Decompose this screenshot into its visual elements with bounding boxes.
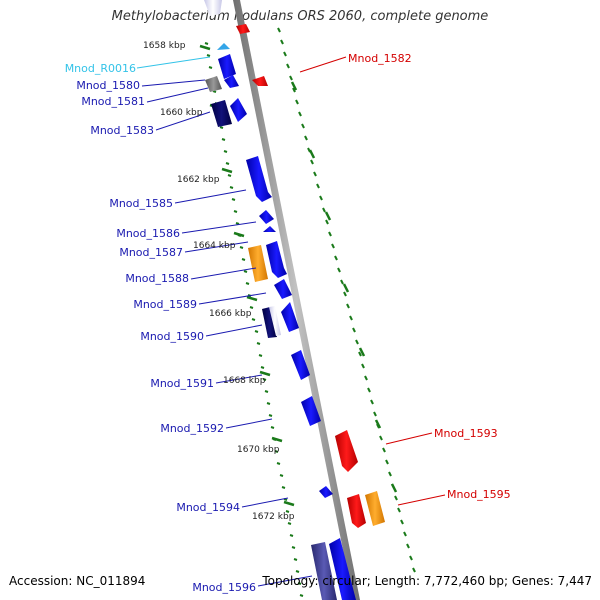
gene-arrow-1588 (266, 241, 287, 278)
gene-arrow-1596a (311, 542, 337, 600)
gene-arrow-1587 (248, 245, 268, 282)
outer-tick-track (277, 27, 416, 573)
gene-label-1588: Mnod_1588 (125, 272, 189, 285)
gene-label-1585: Mnod_1585 (109, 197, 173, 210)
gene-label-1587: Mnod_1587 (119, 246, 183, 259)
gene-arrow-1590a (262, 307, 277, 338)
gene-label-1582: Mnod_1582 (348, 52, 412, 65)
gene-arrow-1583a (211, 100, 232, 127)
gene-label-1595: Mnod_1595 (447, 488, 511, 501)
kbp-label-1658: 1658 kbp (143, 41, 186, 51)
accession-label: Accession: NC_011894 (9, 574, 146, 588)
leader-lines (136, 56, 446, 587)
reverse-gene-labels: Mnod_1582 Mnod_1593 Mnod_1595 (348, 52, 511, 501)
gene-arrow-top-red (236, 24, 250, 34)
gene-arrow-1591 (291, 350, 310, 380)
forward-gene-labels: Mnod_R0016 Mnod_1580 Mnod_1581 Mnod_1583… (65, 62, 256, 594)
gene-label-1593: Mnod_1593 (434, 427, 498, 440)
topology-label: Topology: circular; Length: 7,772,460 bp… (262, 574, 592, 588)
gene-arrow-1590b (269, 306, 281, 336)
gene-arrow-1580b (224, 75, 239, 88)
gene-arrow-1592 (301, 396, 321, 426)
gene-label-1591: Mnod_1591 (150, 377, 214, 390)
gene-label-1590: Mnod_1590 (140, 330, 204, 343)
gene-arrow-1580 (218, 54, 236, 79)
gene-arrow-1595b (365, 491, 385, 526)
gene-label-1586: Mnod_1586 (116, 227, 180, 240)
genome-backbone (233, 0, 360, 600)
gene-arrow-1586 (259, 210, 274, 224)
map-title: Methylobacterium nodulans ORS 2060, comp… (111, 9, 489, 24)
gene-arrow-1582 (252, 76, 268, 86)
kbp-label-1660: 1660 kbp (160, 108, 203, 118)
kbp-label-1668: 1668 kbp (223, 376, 266, 386)
gene-label-1592: Mnod_1592 (160, 422, 224, 435)
gene-label-1580: Mnod_1580 (76, 79, 140, 92)
gene-arrow-1581 (205, 76, 222, 92)
gene-arrow-1589 (274, 279, 292, 299)
gene-arrow-top-light (204, 0, 222, 16)
gene-label-r0016: Mnod_R0016 (65, 62, 136, 75)
kbp-label-1666: 1666 kbp (209, 309, 252, 319)
gene-label-1583: Mnod_1583 (90, 124, 154, 137)
gene-label-1596: Mnod_1596 (192, 581, 256, 594)
gene-label-1589: Mnod_1589 (133, 298, 197, 311)
gene-label-1581: Mnod_1581 (81, 95, 145, 108)
kbp-label-1662: 1662 kbp (177, 175, 220, 185)
gene-arrow-1596b (329, 538, 356, 600)
position-labels: 1658 kbp 1660 kbp 1662 kbp 1664 kbp 1666… (143, 41, 295, 522)
gene-arrow-1593 (335, 430, 358, 472)
gene-label-1594: Mnod_1594 (176, 501, 240, 514)
forward-genes (204, 0, 356, 600)
gene-arrow-1595a (347, 494, 366, 528)
gene-arrow-1583b (230, 98, 247, 122)
gene-arrow-r0016 (217, 43, 230, 50)
gene-arrow-1594 (319, 486, 333, 498)
gene-arrow-1585 (246, 156, 272, 202)
kbp-label-1672: 1672 kbp (252, 512, 295, 522)
kbp-label-1670: 1670 kbp (237, 445, 280, 455)
reverse-genes (236, 24, 385, 528)
kbp-label-1664: 1664 kbp (193, 241, 236, 251)
gene-arrow-1590c (281, 302, 299, 332)
gene-arrow-1586b (263, 226, 276, 232)
